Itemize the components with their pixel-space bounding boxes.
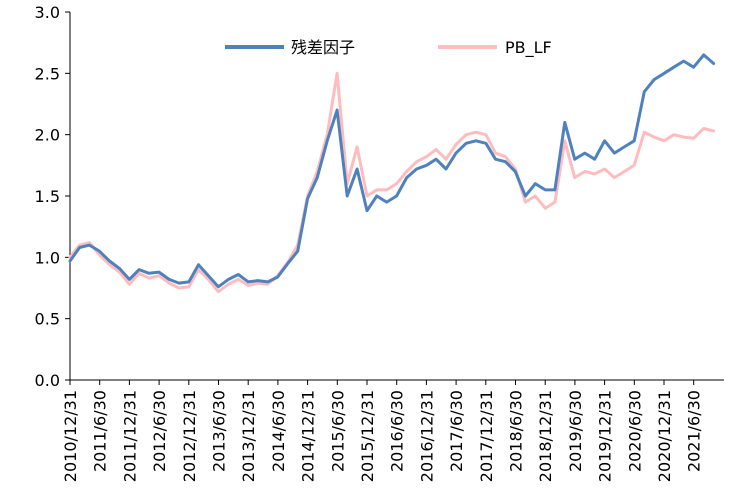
x-tick-label: 2019/6/30 xyxy=(566,390,585,472)
x-tick-label: 2018/12/31 xyxy=(536,390,555,482)
x-tick-label: 2016/12/31 xyxy=(417,390,436,482)
x-tick-label: 2012/12/31 xyxy=(180,390,199,482)
x-tick-label: 2010/12/31 xyxy=(61,390,80,482)
x-tick-label: 2015/12/31 xyxy=(358,390,377,482)
y-tick-label: 0.0 xyxy=(35,371,60,390)
x-tick-label: 2019/12/31 xyxy=(596,390,615,482)
x-axis: 2010/12/31 2011/6/30 2011/12/31 2012/6/30 20… xyxy=(61,379,724,482)
x-tick-label: 2017/6/30 xyxy=(447,390,466,472)
series-line-1 xyxy=(68,71,716,294)
legend-label-0: 残差因子 xyxy=(291,38,355,57)
series-line-0 xyxy=(68,53,716,289)
y-tick-label: 0.5 xyxy=(35,310,60,329)
x-tick-label: 2018/6/30 xyxy=(507,390,526,472)
x-tick-label: 2013/6/30 xyxy=(210,390,229,472)
legend-label-1: PB_LF xyxy=(505,38,552,58)
x-tick-label: 2011/12/31 xyxy=(120,390,139,482)
x-tick-label: 2012/6/30 xyxy=(150,390,169,472)
x-tick-label: 2016/6/30 xyxy=(388,390,407,472)
y-axis: 0.0 0.5 1.0 1.5 2.0 2.5 3.0 xyxy=(35,3,71,390)
series-layer xyxy=(68,53,716,294)
x-tick-label: 2020/12/31 xyxy=(655,390,674,482)
y-tick-label: 1.5 xyxy=(35,187,60,206)
x-tick-label: 2011/6/30 xyxy=(91,390,110,472)
x-tick-label: 2021/6/30 xyxy=(685,390,704,472)
x-tick-label: 2013/12/31 xyxy=(239,390,258,482)
x-tick-label: 2014/12/31 xyxy=(299,390,318,482)
legend: 残差因子 PB_LF xyxy=(225,38,552,58)
x-tick-label: 2014/6/30 xyxy=(269,390,288,472)
y-tick-label: 2.5 xyxy=(35,64,60,83)
x-tick-label: 2015/6/30 xyxy=(328,390,347,472)
x-tick-label: 2017/12/31 xyxy=(477,390,496,482)
y-tick-label: 3.0 xyxy=(35,3,60,22)
y-tick-label: 2.0 xyxy=(35,126,60,145)
y-tick-label: 1.0 xyxy=(35,248,60,267)
x-tick-label: 2020/6/30 xyxy=(625,390,644,472)
